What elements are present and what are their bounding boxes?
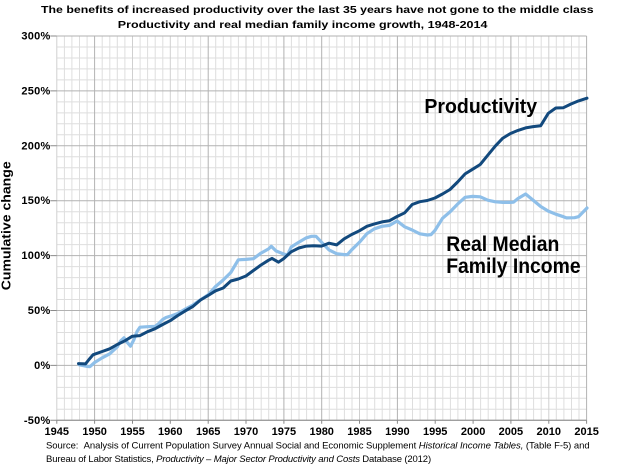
svg-text:1995: 1995 [423,426,447,438]
svg-text:200%: 200% [21,140,50,152]
svg-text:150%: 150% [21,195,50,207]
svg-text:Real Median: Real Median [446,232,559,256]
svg-text:1985: 1985 [347,426,371,438]
svg-text:1960: 1960 [158,426,182,438]
svg-text:1965: 1965 [196,426,220,438]
svg-text:Bureau of Labor Statistics, Pr: Bureau of Labor Statistics, Productivity… [46,454,431,465]
svg-text:300%: 300% [21,31,50,43]
svg-text:Source: Analysis of Current P: Source: Analysis of Current Population S… [46,440,590,451]
svg-text:50%: 50% [28,305,51,317]
svg-text:1950: 1950 [82,426,106,438]
svg-text:1945: 1945 [45,426,69,438]
svg-text:Productivity: Productivity [424,95,537,118]
svg-text:2010: 2010 [537,426,561,438]
svg-text:Productivity and real median f: Productivity and real median family inco… [118,19,488,31]
svg-text:Cumulative change: Cumulative change [0,161,13,290]
svg-text:1990: 1990 [385,426,409,438]
svg-text:1955: 1955 [120,426,144,438]
svg-text:1980: 1980 [309,426,333,438]
svg-text:0%: 0% [34,360,50,372]
svg-text:Family Income: Family Income [446,254,580,278]
svg-text:250%: 250% [21,85,50,97]
svg-text:2005: 2005 [499,426,523,438]
svg-text:The benefits of increased prod: The benefits of increased productivity o… [41,4,594,16]
svg-text:100%: 100% [21,250,50,262]
svg-text:1975: 1975 [272,426,296,438]
svg-text:-50%: -50% [24,415,51,427]
svg-text:1970: 1970 [234,426,258,438]
svg-text:2000: 2000 [461,426,485,438]
svg-text:2015: 2015 [574,426,598,438]
